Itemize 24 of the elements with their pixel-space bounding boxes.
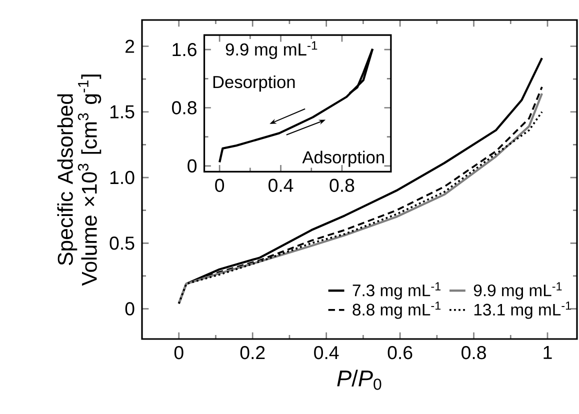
- x-axis-title: P/P$_{0}$: [337, 370, 382, 390]
- x-tick-label: 0.8: [462, 346, 486, 360]
- annotation: Desorption: [213, 75, 295, 92]
- legend-label: 7.3 mg mL$^{-1}$: [352, 282, 441, 300]
- x-tick-label: 0.2: [240, 346, 265, 360]
- x-tick-label: 0.4: [314, 346, 339, 360]
- y-tick-label: 1.0: [110, 170, 134, 184]
- x-tick-label: 0.4: [268, 178, 294, 192]
- legend-label: 8.8 mg mL$^{-1}$: [352, 302, 441, 319]
- y-tick-label: 0.8: [172, 101, 196, 114]
- x-tick-label: 0.8: [330, 178, 354, 192]
- legend-label: 13.1 mg mL$^{-1}$: [474, 302, 571, 319]
- y-tick-label: 1.6: [172, 42, 196, 56]
- x-tick-label: 1: [544, 346, 552, 359]
- x-tick-label: 0: [215, 178, 224, 192]
- y-tick-label: 0: [125, 302, 134, 316]
- legend-label: 9.9 mg mL$^{-1}$: [474, 282, 562, 300]
- annotation: 9.9 mg mL$^{-1}$: [226, 41, 318, 60]
- y-tick-label: 0.5: [110, 236, 134, 250]
- y-tick-label: 0: [188, 159, 197, 173]
- x-tick-label: 0.6: [388, 346, 412, 360]
- y-tick-label: 2: [126, 40, 134, 53]
- y-tick-label: 1.5: [110, 105, 134, 118]
- annotation: Adsorption: [302, 150, 384, 167]
